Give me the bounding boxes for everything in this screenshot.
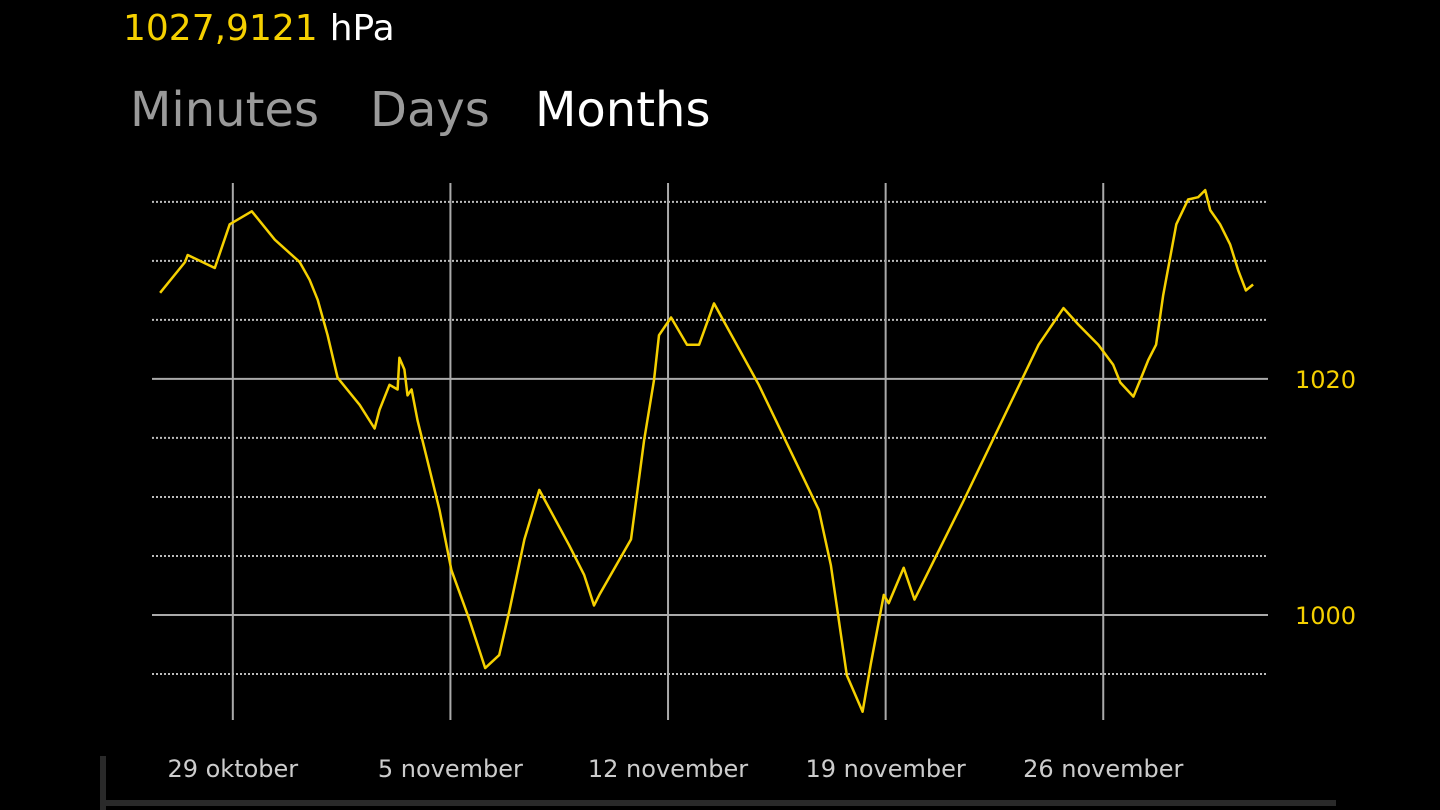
frame-edge [100,800,1336,806]
x-tick-label: 26 november [1023,755,1183,783]
tab[interactable]: Months [535,82,710,138]
x-tick-label: 5 november [378,755,523,783]
tab[interactable]: Days [370,82,490,138]
x-tick-label: 29 oktober [167,755,298,783]
x-tick-label: 12 november [588,755,748,783]
x-tick-label: 19 november [805,755,965,783]
y-tick-label: 1000 [1295,602,1356,630]
reading-value: 1027,9121 [123,8,318,49]
reading: 1027,9121 hPa [123,8,395,49]
y-tick-label: 1020 [1295,366,1356,394]
chart: 1000 1020 29 oktober 5 november 12 november 1… [152,183,1356,783]
data-line [159,188,1254,713]
tab[interactable]: Minutes [130,82,319,138]
frame-edge [100,756,106,810]
reading-unit: hPa [330,8,395,49]
